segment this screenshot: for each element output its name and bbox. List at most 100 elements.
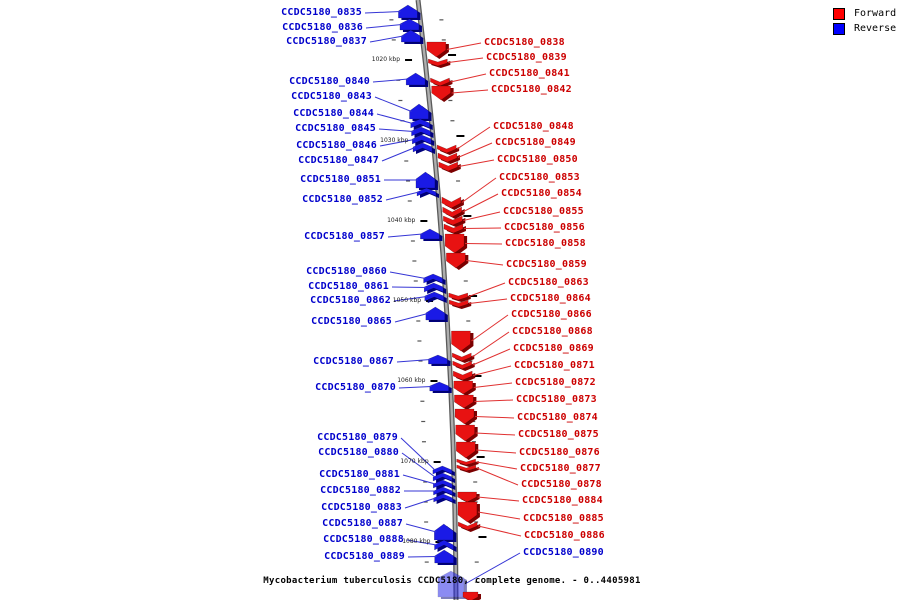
gene-label-CCDC5180_0876[interactable]: CCDC5180_0876 bbox=[519, 447, 600, 458]
gene-arrow-CCDC5180_0878[interactable] bbox=[456, 464, 479, 473]
gene-label-CCDC5180_0858[interactable]: CCDC5180_0858 bbox=[505, 238, 586, 249]
gene-label-CCDC5180_0848[interactable]: CCDC5180_0848 bbox=[493, 121, 574, 132]
gene-label-CCDC5180_0849[interactable]: CCDC5180_0849 bbox=[495, 137, 576, 148]
gene-label-CCDC5180_0877[interactable]: CCDC5180_0877 bbox=[520, 463, 601, 474]
gene-label-CCDC5180_0838[interactable]: CCDC5180_0838 bbox=[484, 37, 565, 48]
gene-arrow-CCDC5180_0874[interactable] bbox=[454, 408, 478, 426]
gene-label-CCDC5180_0853[interactable]: CCDC5180_0853 bbox=[499, 172, 580, 183]
gene-arrow-CCDC5180_0863[interactable] bbox=[448, 292, 471, 302]
gene-arrow-CCDC5180_0852[interactable] bbox=[416, 187, 439, 198]
gene-arrow-CCDC5180_0875[interactable] bbox=[455, 424, 478, 443]
gene-arrow-CCDC5180_0838[interactable] bbox=[426, 41, 449, 59]
gene-arrow-CCDC5180_0884[interactable] bbox=[457, 491, 480, 504]
gene-label-CCDC5180_0857[interactable]: CCDC5180_0857 bbox=[304, 231, 385, 242]
gene-label-CCDC5180_0870[interactable]: CCDC5180_0870 bbox=[315, 382, 396, 393]
gene-label-CCDC5180_0874[interactable]: CCDC5180_0874 bbox=[517, 412, 598, 423]
gene-label-CCDC5180_0862[interactable]: CCDC5180_0862 bbox=[310, 295, 391, 306]
gene-arrow-CCDC5180_0883[interactable] bbox=[433, 493, 456, 504]
gene-arrow-CCDC5180_0886[interactable] bbox=[457, 521, 481, 532]
gene-arrow-CCDC5180_0869[interactable] bbox=[452, 360, 475, 371]
gene-label-CCDC5180_0871[interactable]: CCDC5180_0871 bbox=[514, 360, 595, 371]
gene-label-CCDC5180_0840[interactable]: CCDC5180_0840 bbox=[289, 76, 370, 87]
gene-label-CCDC5180_0856[interactable]: CCDC5180_0856 bbox=[504, 222, 585, 233]
gene-arrow-CCDC5180_0864[interactable] bbox=[448, 299, 472, 309]
gene-arrow-CCDC5180_0850[interactable] bbox=[438, 161, 461, 173]
gene-label-CCDC5180_0869[interactable]: CCDC5180_0869 bbox=[513, 343, 594, 354]
gene-label-CCDC5180_0836[interactable]: CCDC5180_0836 bbox=[282, 22, 363, 33]
gene-label-CCDC5180_0873[interactable]: CCDC5180_0873 bbox=[516, 394, 597, 405]
gene-label-CCDC5180_0854[interactable]: CCDC5180_0854 bbox=[501, 188, 582, 199]
gene-label-CCDC5180_0867[interactable]: CCDC5180_0867 bbox=[313, 356, 394, 367]
gene-label-CCDC5180_0878[interactable]: CCDC5180_0878 bbox=[521, 479, 602, 490]
gene-arrow-CCDC5180_0885[interactable] bbox=[457, 501, 480, 524]
gene-arrow-CCDC5180_0855[interactable] bbox=[443, 215, 466, 227]
gene-arrow-CCDC5180_0862[interactable] bbox=[424, 291, 447, 303]
gene-label-CCDC5180_0837[interactable]: CCDC5180_0837 bbox=[286, 36, 367, 47]
gene-arrow-CCDC5180_0858[interactable] bbox=[444, 233, 468, 255]
gene-arrow-CCDC5180_0846[interactable] bbox=[412, 134, 435, 146]
gene-label-CCDC5180_0835[interactable]: CCDC5180_0835 bbox=[281, 7, 362, 18]
gene-label-CCDC5180_0875[interactable]: CCDC5180_0875 bbox=[518, 429, 599, 440]
gene-arrow-CCDC5180_0854[interactable] bbox=[442, 206, 465, 219]
gene-label-CCDC5180_0866[interactable]: CCDC5180_0866 bbox=[511, 309, 592, 320]
gene-label-CCDC5180_0882[interactable]: CCDC5180_0882 bbox=[320, 485, 401, 496]
gene-label-CCDC5180_0852[interactable]: CCDC5180_0852 bbox=[302, 194, 383, 205]
gene-arrow-CCDC5180_0871[interactable] bbox=[452, 370, 476, 382]
gene-label-CCDC5180_0889[interactable]: CCDC5180_0889 bbox=[324, 551, 405, 562]
gene-label-CCDC5180_0841[interactable]: CCDC5180_0841 bbox=[489, 68, 570, 79]
gene-arrow-CCDC5180_0839[interactable] bbox=[428, 58, 451, 68]
gene-label-CCDC5180_0888[interactable]: CCDC5180_0888 bbox=[323, 534, 404, 545]
gene-label-CCDC5180_0842[interactable]: CCDC5180_0842 bbox=[491, 84, 572, 95]
gene-arrow-CCDC5180_0867[interactable] bbox=[428, 354, 451, 366]
gene-arrow-CCDC5180_0848[interactable] bbox=[436, 144, 460, 155]
gene-arrow-CCDC5180_0847[interactable] bbox=[412, 142, 436, 154]
gene-label-CCDC5180_0845[interactable]: CCDC5180_0845 bbox=[295, 123, 376, 134]
gene-label-CCDC5180_0864[interactable]: CCDC5180_0864 bbox=[510, 293, 591, 304]
gene-label-CCDC5180_0850[interactable]: CCDC5180_0850 bbox=[497, 154, 578, 165]
gene-label-CCDC5180_0890[interactable]: CCDC5180_0890 bbox=[523, 547, 604, 558]
gene-label-CCDC5180_0881[interactable]: CCDC5180_0881 bbox=[319, 469, 400, 480]
gene-arrow-CCDC5180_0857[interactable] bbox=[420, 228, 443, 241]
gene-label-CCDC5180_0844[interactable]: CCDC5180_0844 bbox=[293, 108, 374, 119]
gene-label-CCDC5180_0855[interactable]: CCDC5180_0855 bbox=[503, 206, 584, 217]
gene-label-CCDC5180_0851[interactable]: CCDC5180_0851 bbox=[300, 174, 381, 185]
gene-arrow-CCDC5180_0866[interactable] bbox=[451, 330, 474, 353]
gene-arrow-CCDC5180_0844[interactable] bbox=[410, 118, 433, 130]
gene-arrow-CCDC5180_0888[interactable] bbox=[434, 539, 457, 552]
gene-arrow-CCDC5180_0859[interactable] bbox=[446, 252, 469, 270]
gene-arrow-CCDC5180_0837[interactable] bbox=[401, 29, 424, 44]
gene-arrow-CCDC5180_0877[interactable] bbox=[456, 458, 479, 467]
gene-arrow-CCDC5180_0868[interactable] bbox=[452, 352, 475, 363]
gene-arrow-CCDC5180_0836[interactable] bbox=[399, 18, 422, 32]
gene-label-CCDC5180_0880[interactable]: CCDC5180_0880 bbox=[318, 447, 399, 458]
gene-arrow-CCDC5180_0887[interactable] bbox=[434, 523, 457, 542]
gene-arrow-CCDC5180_0860[interactable] bbox=[423, 273, 446, 285]
gene-arrow-CCDC5180_0890[interactable] bbox=[437, 570, 467, 599]
gene-label-CCDC5180_0886[interactable]: CCDC5180_0886 bbox=[524, 530, 605, 541]
gene-arrow-CCDC5180_0842[interactable] bbox=[431, 85, 454, 102]
gene-label-CCDC5180_0847[interactable]: CCDC5180_0847 bbox=[298, 155, 379, 166]
gene-arrow-CCDC5180_0843[interactable] bbox=[409, 103, 432, 121]
gene-label-CCDC5180_0865[interactable]: CCDC5180_0865 bbox=[311, 316, 392, 327]
gene-arrow-CCDC5180_0849[interactable] bbox=[437, 152, 460, 164]
gene-arrow-CCDC5180_0865[interactable] bbox=[425, 306, 448, 322]
gene-arrow-CCDC5180_0876[interactable] bbox=[456, 441, 479, 460]
gene-label-CCDC5180_0885[interactable]: CCDC5180_0885 bbox=[523, 513, 604, 524]
gene-label-CCDC5180_0861[interactable]: CCDC5180_0861 bbox=[308, 281, 389, 292]
gene-label-CCDC5180_0843[interactable]: CCDC5180_0843 bbox=[291, 91, 372, 102]
gene-label-CCDC5180_0879[interactable]: CCDC5180_0879 bbox=[317, 432, 398, 443]
gene-arrow-CCDC5180_0856[interactable] bbox=[443, 223, 466, 235]
gene-arrow-CCDC5180_0861[interactable] bbox=[423, 282, 447, 294]
gene-label-CCDC5180_0860[interactable]: CCDC5180_0860 bbox=[306, 266, 387, 277]
gene-label-CCDC5180_0868[interactable]: CCDC5180_0868 bbox=[512, 326, 593, 337]
gene-arrow-CCDC5180_0851[interactable] bbox=[415, 171, 438, 190]
gene-arrow-CCDC5180_0853[interactable] bbox=[441, 196, 464, 210]
gene-label-CCDC5180_0839[interactable]: CCDC5180_0839 bbox=[486, 52, 567, 63]
gene-label-CCDC5180_0887[interactable]: CCDC5180_0887 bbox=[322, 518, 403, 529]
gene-arrow-CCDC5180_0873[interactable] bbox=[454, 394, 477, 410]
gene-arrow-CCDC5180_0870[interactable] bbox=[429, 381, 452, 393]
gene-label-CCDC5180_0872[interactable]: CCDC5180_0872 bbox=[515, 377, 596, 388]
gene-label-CCDC5180_0846[interactable]: CCDC5180_0846 bbox=[296, 140, 377, 151]
gene-arrow-partial[interactable] bbox=[462, 591, 481, 600]
gene-arrow-CCDC5180_0845[interactable] bbox=[411, 126, 434, 138]
